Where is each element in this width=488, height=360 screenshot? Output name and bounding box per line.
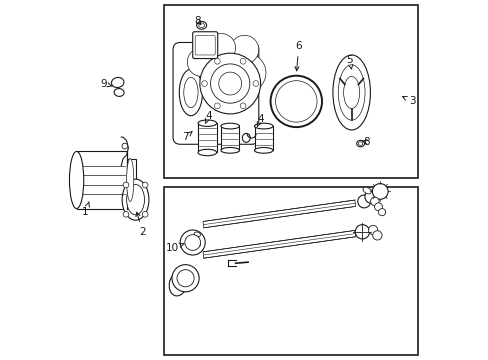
Circle shape [253, 81, 258, 86]
Ellipse shape [122, 179, 149, 220]
FancyBboxPatch shape [192, 32, 217, 59]
Ellipse shape [332, 55, 370, 130]
Circle shape [367, 225, 377, 235]
Circle shape [123, 182, 128, 188]
Circle shape [370, 197, 378, 206]
Circle shape [372, 184, 387, 199]
Ellipse shape [196, 21, 206, 29]
Circle shape [214, 103, 220, 109]
Ellipse shape [198, 23, 204, 28]
Circle shape [226, 53, 265, 93]
Ellipse shape [194, 232, 200, 237]
Circle shape [378, 208, 385, 216]
Text: 7: 7 [182, 132, 192, 142]
Circle shape [374, 203, 382, 211]
Ellipse shape [179, 69, 202, 116]
Circle shape [180, 230, 205, 255]
Circle shape [364, 190, 377, 203]
Ellipse shape [358, 142, 362, 145]
Circle shape [177, 270, 194, 287]
Bar [164, 187, 417, 355]
Text: 8: 8 [362, 137, 369, 147]
Text: 6: 6 [294, 41, 302, 71]
Bar [126, 158, 135, 202]
Text: 2: 2 [136, 212, 146, 237]
Ellipse shape [198, 149, 216, 156]
Circle shape [240, 103, 245, 109]
Circle shape [214, 58, 220, 64]
Circle shape [172, 265, 199, 292]
Ellipse shape [254, 123, 272, 129]
Circle shape [372, 231, 381, 240]
Circle shape [122, 143, 127, 149]
Bar [221, 126, 239, 150]
Ellipse shape [198, 120, 216, 126]
Text: 3: 3 [402, 96, 415, 107]
Circle shape [354, 225, 369, 239]
Ellipse shape [356, 140, 364, 147]
Circle shape [123, 211, 128, 217]
Ellipse shape [221, 148, 239, 153]
FancyBboxPatch shape [173, 42, 258, 144]
Circle shape [357, 195, 370, 208]
Text: 8: 8 [194, 17, 201, 26]
Bar [254, 126, 272, 150]
Circle shape [142, 182, 148, 188]
Ellipse shape [221, 123, 239, 129]
Circle shape [240, 58, 245, 64]
Circle shape [201, 81, 207, 86]
Text: 9: 9 [100, 78, 112, 89]
Bar [77, 152, 126, 208]
Polygon shape [203, 200, 355, 228]
Text: 5: 5 [346, 55, 352, 69]
Ellipse shape [126, 184, 144, 215]
Ellipse shape [242, 134, 250, 142]
Ellipse shape [69, 152, 83, 208]
Ellipse shape [343, 76, 359, 109]
Circle shape [218, 72, 241, 95]
Circle shape [187, 48, 216, 76]
Ellipse shape [338, 65, 365, 120]
Ellipse shape [254, 148, 272, 153]
Circle shape [206, 33, 235, 62]
Text: 10: 10 [165, 243, 184, 253]
Circle shape [184, 235, 200, 250]
Ellipse shape [111, 77, 123, 87]
Text: 4: 4 [257, 114, 264, 127]
Ellipse shape [114, 89, 124, 96]
Ellipse shape [362, 187, 370, 194]
Polygon shape [203, 230, 355, 258]
Bar [164, 5, 417, 178]
Ellipse shape [169, 271, 187, 296]
FancyBboxPatch shape [195, 36, 215, 55]
Circle shape [210, 64, 249, 103]
Bar [198, 123, 216, 153]
Text: 1: 1 [82, 202, 89, 217]
Text: 4: 4 [205, 111, 212, 123]
Circle shape [200, 53, 260, 114]
Ellipse shape [378, 187, 386, 194]
Circle shape [142, 211, 148, 217]
Ellipse shape [126, 158, 134, 202]
Ellipse shape [194, 242, 200, 247]
Ellipse shape [183, 77, 198, 108]
Circle shape [230, 35, 258, 64]
